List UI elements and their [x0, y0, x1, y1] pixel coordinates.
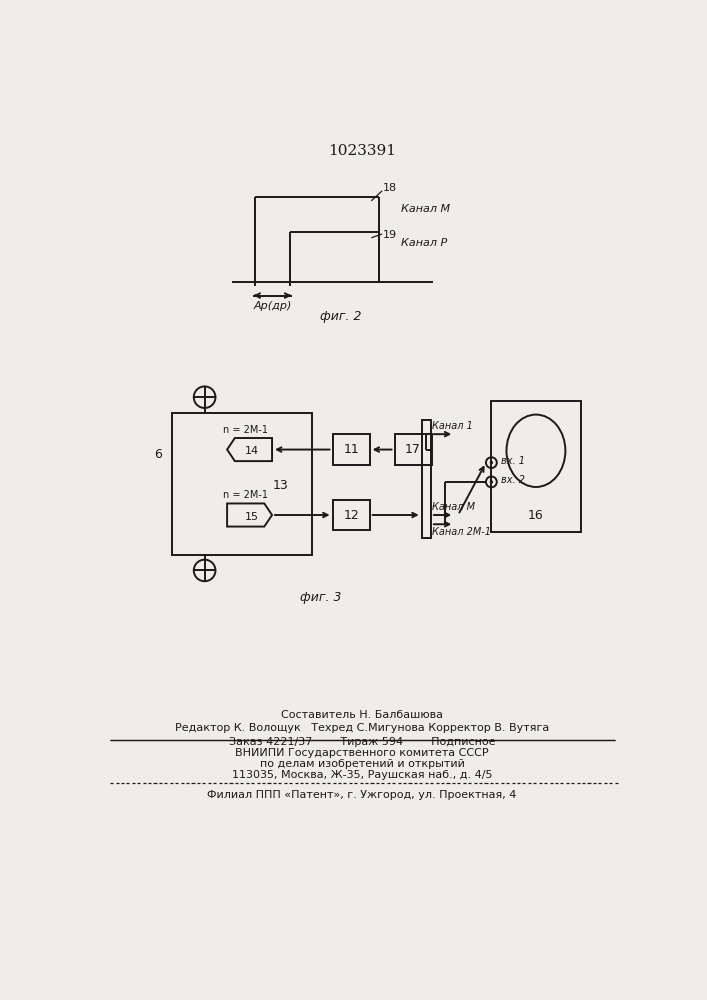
- Text: 19: 19: [383, 231, 397, 240]
- Text: Канал 2М-1: Канал 2М-1: [433, 527, 491, 537]
- Text: Филиал ППП «Патент», г. Ужгород, ул. Проектная, 4: Филиал ППП «Патент», г. Ужгород, ул. Про…: [207, 790, 517, 800]
- Bar: [421, 420, 431, 538]
- Text: 11: 11: [343, 443, 359, 456]
- Text: 12: 12: [343, 509, 359, 522]
- Bar: [332, 434, 370, 465]
- Text: 17: 17: [405, 443, 421, 456]
- Text: Заказ 4221/37        Тираж 594        Подписное: Заказ 4221/37 Тираж 594 Подписное: [228, 737, 495, 747]
- Text: 15: 15: [245, 512, 259, 522]
- Text: 6: 6: [154, 448, 162, 461]
- Text: Ар(др): Ар(др): [253, 301, 291, 311]
- Circle shape: [490, 461, 493, 464]
- Text: Канал M: Канал M: [433, 502, 476, 512]
- Bar: [332, 500, 370, 530]
- Text: ВНИИПИ Государственного комитета СССР: ВНИИПИ Государственного комитета СССР: [235, 748, 489, 758]
- Text: Редактор К. Волощук   Техред С.Мигунова Корректор В. Вутяга: Редактор К. Волощук Техред С.Мигунова Ко…: [175, 723, 549, 733]
- Text: Канал 1: Канал 1: [433, 421, 474, 431]
- Text: вх. 1: вх. 1: [501, 456, 525, 466]
- Text: Канал P: Канал P: [401, 238, 447, 248]
- Text: 18: 18: [383, 183, 397, 193]
- Bar: [491, 401, 580, 532]
- Text: фиг. 3: фиг. 3: [300, 591, 341, 604]
- Bar: [395, 434, 432, 465]
- Circle shape: [490, 480, 493, 484]
- Text: 16: 16: [528, 509, 544, 522]
- Text: Составитель Н. Балбашюва: Составитель Н. Балбашюва: [281, 710, 443, 720]
- Text: 113035, Москва, Ж-35, Раушская наб., д. 4/5: 113035, Москва, Ж-35, Раушская наб., д. …: [232, 770, 492, 780]
- Text: по делам изобретений и открытий: по делам изобретений и открытий: [259, 759, 464, 769]
- Text: 13: 13: [273, 479, 288, 492]
- Text: 14: 14: [245, 446, 259, 456]
- Text: Канал M: Канал M: [401, 204, 450, 214]
- Text: n = 2M-1: n = 2M-1: [223, 425, 268, 435]
- Text: фиг. 2: фиг. 2: [320, 310, 361, 323]
- Text: n = 2M-1: n = 2M-1: [223, 490, 268, 500]
- Bar: [172, 413, 312, 555]
- Text: 1023391: 1023391: [328, 144, 396, 158]
- Text: вх. 2: вх. 2: [501, 475, 525, 485]
